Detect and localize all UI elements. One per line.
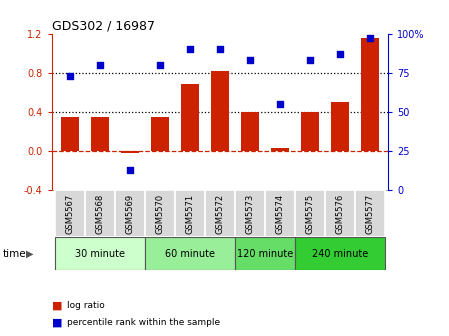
Bar [181, 84, 199, 151]
Bar [235, 190, 265, 237]
Text: ▶: ▶ [26, 249, 34, 259]
Text: time: time [2, 249, 26, 259]
Bar [301, 112, 319, 151]
Bar [85, 190, 115, 237]
Text: GSM5576: GSM5576 [336, 194, 345, 234]
Text: GSM5572: GSM5572 [216, 194, 224, 234]
Point [247, 57, 254, 63]
Bar [331, 102, 349, 151]
Text: GSM5567: GSM5567 [65, 194, 74, 234]
Bar [361, 39, 379, 151]
Text: GDS302 / 16987: GDS302 / 16987 [52, 19, 154, 33]
Point [337, 51, 344, 56]
Bar [211, 71, 229, 151]
Point [96, 62, 103, 68]
Text: GSM5577: GSM5577 [366, 194, 375, 234]
Point [307, 57, 314, 63]
Bar [271, 148, 289, 151]
Bar [295, 237, 385, 270]
Bar [355, 190, 385, 237]
Bar [175, 190, 205, 237]
Point [126, 167, 133, 172]
Bar [235, 237, 295, 270]
Text: GSM5573: GSM5573 [246, 194, 255, 234]
Text: GSM5568: GSM5568 [95, 194, 104, 234]
Text: GSM5574: GSM5574 [276, 194, 285, 234]
Text: percentile rank within the sample: percentile rank within the sample [67, 318, 220, 327]
Point [216, 46, 224, 52]
Bar [325, 190, 355, 237]
Bar [121, 151, 139, 153]
Text: GSM5569: GSM5569 [125, 194, 134, 234]
Text: 30 minute: 30 minute [75, 249, 125, 259]
Text: log ratio: log ratio [67, 301, 105, 310]
Bar [115, 190, 145, 237]
Bar [145, 237, 235, 270]
Text: GSM5575: GSM5575 [306, 194, 315, 234]
Bar [151, 117, 169, 151]
Bar [55, 190, 85, 237]
Text: ■: ■ [52, 301, 62, 311]
Text: 120 minute: 120 minute [237, 249, 293, 259]
Bar [295, 190, 325, 237]
Bar [241, 112, 259, 151]
Text: GSM5570: GSM5570 [155, 194, 164, 234]
Text: 60 minute: 60 minute [165, 249, 215, 259]
Point [156, 62, 163, 68]
Bar [145, 190, 175, 237]
Bar [61, 117, 79, 151]
Point [186, 46, 194, 52]
Point [277, 101, 284, 107]
Point [367, 36, 374, 41]
Text: GSM5571: GSM5571 [185, 194, 194, 234]
Text: 240 minute: 240 minute [312, 249, 368, 259]
Bar [265, 190, 295, 237]
Text: ■: ■ [52, 318, 62, 328]
Bar [91, 117, 109, 151]
Bar [205, 190, 235, 237]
Bar [55, 237, 145, 270]
Point [66, 73, 73, 79]
